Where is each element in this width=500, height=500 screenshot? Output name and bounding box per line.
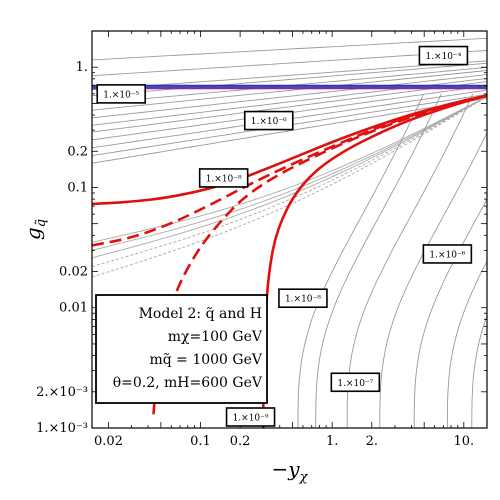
legend-line: θ=0.2, mH=600 GeV bbox=[113, 375, 263, 391]
contour-label-box bbox=[278, 288, 328, 309]
contour-label: 1.×10⁻⁸ bbox=[206, 174, 242, 184]
x-tick-label: 2. bbox=[366, 434, 378, 449]
contour-label: 1.×10⁻⁶ bbox=[251, 117, 287, 127]
x-axis-title: −yχ bbox=[272, 457, 309, 485]
y-tick-label: 1.×10⁻³ bbox=[36, 421, 88, 436]
gray-contour-line bbox=[92, 81, 487, 133]
gray-contour-line bbox=[92, 97, 487, 164]
contour-label-box bbox=[198, 168, 249, 188]
x-tick-label: 10. bbox=[453, 434, 474, 449]
gray-contour-line bbox=[92, 37, 487, 61]
gray-diagonal-line bbox=[92, 96, 487, 251]
contour-label-box bbox=[330, 372, 381, 393]
contour-label: 1.×10⁻⁸ bbox=[285, 295, 321, 305]
y-tick-label: 0.1 bbox=[67, 180, 88, 195]
contour-labels: 1.×10⁻⁴ 1.×10⁻⁵ 1.×10⁻⁶ 1.×10⁻⁸ 1.×10⁻⁶ 1.×10… bbox=[96, 45, 473, 427]
y-tick-label: 0.02 bbox=[59, 265, 88, 280]
legend-line: mq̃ = 1000 GeV bbox=[149, 352, 262, 368]
legend-box: Model 2: q̃ and H mχ=100 GeV mq̃ = 1000 Ge… bbox=[95, 294, 268, 404]
x-tick-label: 0.2 bbox=[230, 434, 251, 449]
y-axis-title: gq̃ bbox=[21, 219, 49, 240]
gray-vertical-contour bbox=[446, 259, 487, 428]
contour-label: 1.×10⁻⁷ bbox=[337, 379, 373, 389]
contour-label-box bbox=[96, 84, 147, 104]
contour-label-box bbox=[418, 45, 469, 66]
x-tick-label: 0.02 bbox=[94, 434, 123, 449]
horizontal-lines bbox=[92, 84, 487, 90]
legend-line: mχ=100 GeV bbox=[168, 329, 263, 345]
gray-diagonal-line bbox=[92, 96, 487, 243]
y-tick-label: 0.01 bbox=[59, 301, 88, 316]
gray-diagonal-line bbox=[92, 96, 487, 259]
gray-vertical-contour bbox=[471, 314, 487, 428]
contour-label: 1.×10⁻⁶ bbox=[429, 250, 465, 260]
gray-vertical-contour bbox=[297, 93, 425, 428]
contour-label-box bbox=[422, 244, 473, 264]
gray-vertical-contour bbox=[315, 93, 442, 428]
y-tick-label: 1. bbox=[76, 60, 88, 75]
contour-label: 1.×10⁻⁴ bbox=[425, 52, 461, 62]
red-curve bbox=[92, 94, 487, 247]
axis-ticks: 0.02 0.1 0.2 1. 2. 10. 1. 0.2 0.1 0.02 0.01 2.×10⁻³… bbox=[36, 30, 487, 449]
gray-diagonal-line bbox=[92, 96, 487, 268]
plot-frame bbox=[91, 30, 488, 429]
contour-label: 1.×10⁻⁵ bbox=[103, 90, 139, 100]
contour-label-box bbox=[225, 407, 276, 427]
gray-vertical-contour bbox=[379, 131, 487, 428]
x-tick-label: 0.1 bbox=[190, 434, 211, 449]
contour-label: 1.×10⁻⁹ bbox=[233, 414, 269, 424]
legend-line: Model 2: q̃ and H bbox=[139, 306, 262, 322]
y-tick-label: 0.2 bbox=[67, 144, 88, 159]
y-tick-label: 2.×10⁻³ bbox=[36, 385, 88, 400]
gray-contour-line bbox=[92, 74, 487, 119]
gray-vertical-contour bbox=[346, 93, 474, 428]
contour-label-box bbox=[243, 110, 294, 131]
gray-contour-line bbox=[92, 70, 487, 111]
legend-frame bbox=[95, 294, 268, 404]
x-tick-label: 1. bbox=[326, 434, 338, 449]
gray-contour-line bbox=[92, 62, 487, 97]
